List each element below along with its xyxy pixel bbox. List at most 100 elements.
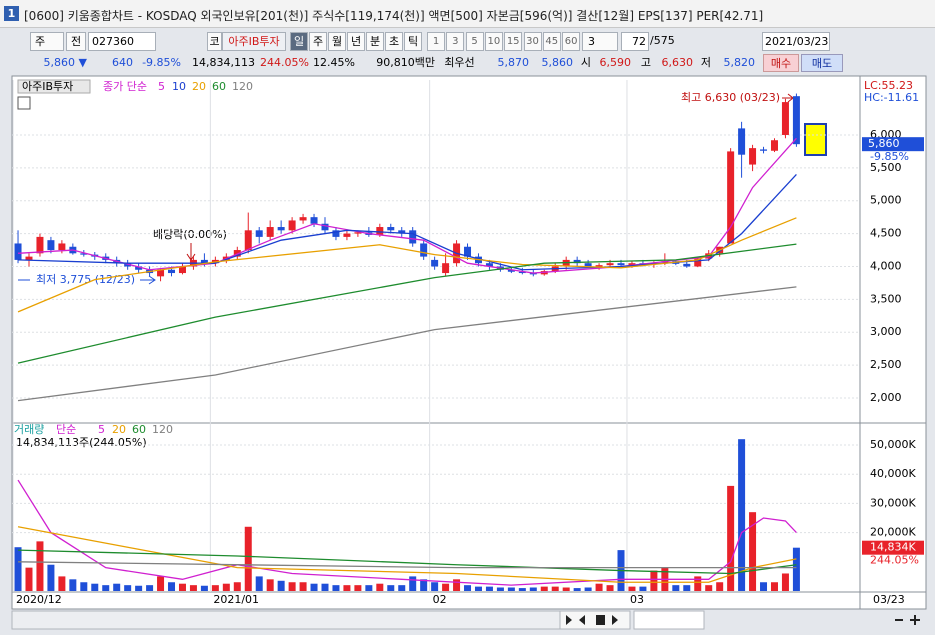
scroll-icons [566,615,618,625]
count-select[interactable]: 3 [582,32,618,51]
interval-button[interactable]: 45 [542,32,561,51]
ma-line [17,137,797,274]
x-tick-label: 02 [433,593,447,606]
compare-button[interactable]: 전 [66,32,86,51]
candle-body [200,259,208,264]
y-tick-label: 2,000 [870,391,902,404]
volume-bar [58,576,66,591]
period-button[interactable]: 일 [290,32,308,51]
candle-body [529,273,537,275]
volume-ma-line [18,561,797,569]
chart-frame [11,75,927,610]
candle-body [14,243,22,260]
turnover: 12.45% [313,56,355,69]
sell-button[interactable]: 매도 [801,54,843,72]
candle-body [398,230,406,234]
volume-bar [716,582,724,591]
period-button[interactable]: 초 [385,32,403,51]
display-count[interactable]: 72 [621,32,649,51]
legend-entry: 20 [112,423,126,436]
last-volume-label: 14,834K [870,541,916,554]
volume-bar [222,583,230,591]
unit-select[interactable]: 주 [30,32,64,51]
legend-entry: 10 [172,80,186,93]
candle-body [617,263,625,266]
period-button[interactable]: 틱 [404,32,422,51]
interval-button[interactable]: 10 [484,32,503,51]
period-button[interactable]: 년 [347,32,365,51]
volume-bar [277,580,285,591]
trade-value: 90,810백만 [376,56,435,69]
volume-ratio: 244.05% [260,56,309,69]
period-button[interactable]: 월 [328,32,346,51]
candle-body [47,240,55,251]
zoom-icons[interactable] [895,615,920,625]
candle-body [770,140,778,151]
ma-line [17,217,797,313]
hc-label: HC:-11.61 [864,91,919,104]
best-ask: 5,870 [497,56,530,69]
window-title: [0600] 키움종합차트 - KOSDAQ 외국인보유[201(천)] 주식수… [24,9,764,23]
volume-bar [792,547,800,591]
grid-icon[interactable] [17,96,31,110]
candle-body [310,217,318,224]
y-tick-label: 40,000K [870,467,916,480]
low-label: 저 [700,56,711,69]
interval-button[interactable]: 15 [504,32,523,51]
volume-bar [266,579,274,591]
volume-bar [69,579,77,591]
high-annotation: 최고 6,630 (03/23) [681,91,780,104]
volume-bar [211,585,219,591]
volume-legend-label: 단순 [56,423,76,436]
candle-body [760,149,768,151]
interval-button[interactable]: 1 [427,32,445,51]
low: 5,820 [723,56,756,69]
candle-body [573,259,581,264]
stock-label-box [17,79,91,94]
candle-body [244,230,252,251]
interval-button[interactable]: 5 [465,32,484,51]
volume-bar [387,585,395,591]
volume-bar [694,576,702,591]
volume-bar [606,585,614,591]
y-tick-label: 4,000 [870,259,902,272]
y-tick-label: 4,500 [870,227,902,240]
candle-body [781,102,789,135]
interval-button[interactable]: 3 [446,32,465,51]
date-input[interactable]: 2021/03/23 [762,32,830,51]
volume-bar [255,576,263,591]
volume-bar [113,583,121,591]
candle-body [288,220,296,231]
volume-bar [628,586,636,591]
period-button[interactable]: 분 [366,32,384,51]
scroll-track[interactable] [11,610,561,630]
ma-line [17,243,797,364]
interval-button[interactable]: 60 [562,32,581,51]
volume-bar [168,582,176,591]
code-input[interactable]: 027360 [88,32,156,51]
current-marker [804,123,827,156]
stock-label: 아주IB투자 [22,80,73,93]
volume-bar [299,582,307,591]
buy-button[interactable]: 매수 [763,54,799,72]
volume-bar [124,585,132,591]
candle-body [584,263,592,267]
ma-line [17,286,797,402]
legend-entry: 60 [212,80,226,93]
interval-button[interactable]: 30 [523,32,542,51]
volume-bar [540,586,548,591]
title-bar [0,0,935,28]
volume-bar [80,582,88,591]
candle-body [80,253,88,255]
zoom-slider[interactable] [633,610,705,630]
y-tick-label: 50,000K [870,438,916,451]
candle-body [157,269,165,277]
low-arrow [18,275,156,285]
period-button[interactable]: 주 [309,32,327,51]
candle-body [431,259,439,267]
volume-summary: 14,834,113주(244.05%) [16,436,147,449]
volume-bar [310,583,318,591]
last-price-box [862,137,924,152]
volume-bar [244,526,252,591]
